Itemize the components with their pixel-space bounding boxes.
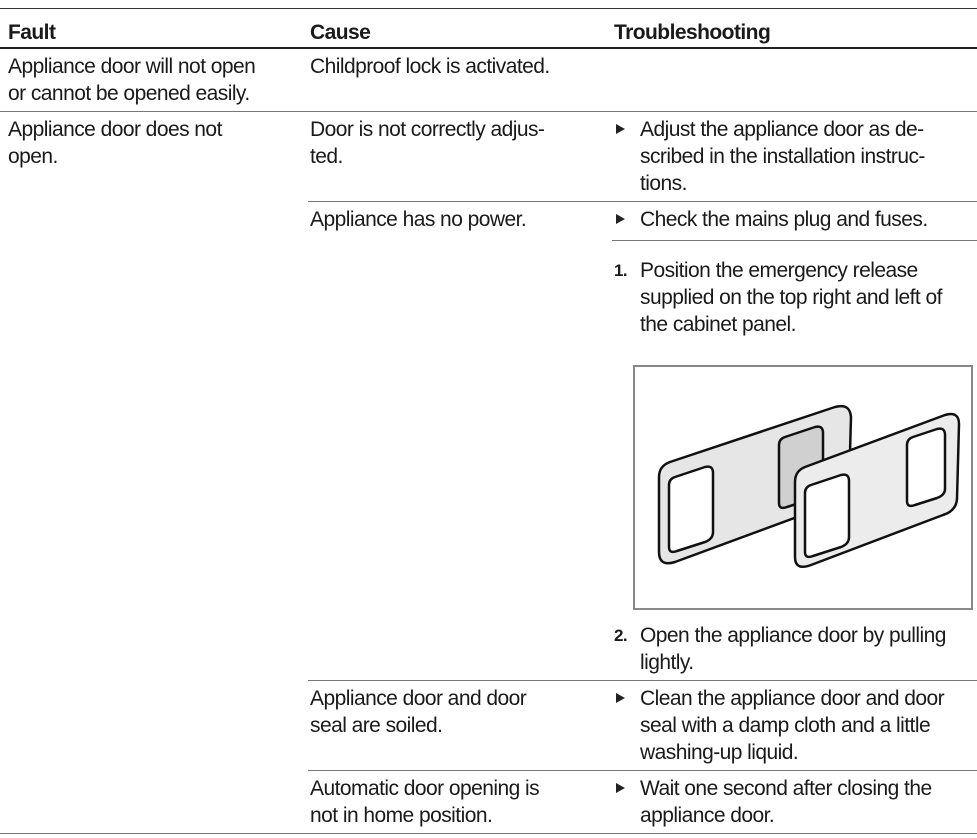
- remedy-text: Adjust the appliance door as de-: [640, 117, 924, 141]
- row-rule: [0, 833, 977, 834]
- cause-text: Childproof lock is activated.: [310, 54, 550, 78]
- fault-text: open.: [8, 144, 58, 168]
- fault-text: Appliance door does not: [8, 117, 222, 141]
- row-rule: [308, 201, 977, 202]
- cause-text: seal are soiled.: [310, 713, 443, 737]
- emergency-release-illustration: [657, 404, 961, 568]
- remedy-text: Clean the appliance door and door: [640, 686, 945, 710]
- fault-text: Appliance door will not open: [8, 54, 256, 78]
- remedy-text: Check the mains plug and fuses.: [640, 207, 928, 231]
- row-rule: [308, 770, 977, 771]
- remedy-text: supplied on the top right and left of: [640, 285, 942, 309]
- header-rule: [0, 47, 977, 49]
- fault-text: or cannot be opened easily.: [8, 81, 250, 105]
- remedy-text: seal with a damp cloth and a little: [640, 713, 931, 737]
- header-cell: Troubleshooting: [614, 21, 771, 44]
- remedy-text: appliance door.: [640, 803, 775, 827]
- remedy-text: lightly.: [640, 650, 694, 674]
- cause-text: Appliance door and door: [310, 686, 527, 710]
- remedy-text: Open the appliance door by pulling: [640, 623, 946, 647]
- row-rule: [308, 680, 977, 681]
- cause-text: not in home position.: [310, 803, 493, 827]
- remedy-text: tions.: [640, 171, 687, 195]
- top-rule: [0, 8, 977, 9]
- header-cell: Cause: [310, 21, 371, 44]
- bullet: [616, 124, 625, 134]
- remedy-text: scribed in the installation instruc-: [640, 144, 925, 168]
- cause-text: ted.: [310, 144, 343, 168]
- remedy-text: Position the emergency release: [640, 258, 918, 282]
- header-cell: Fault: [8, 21, 56, 44]
- bullet: [616, 783, 625, 793]
- cause-text: Door is not correctly adjus-: [310, 117, 545, 141]
- remedy-text: Wait one second after closing the: [640, 776, 932, 800]
- cause-text: Automatic door opening is: [310, 776, 540, 800]
- row-rule: [612, 240, 977, 241]
- bullet: [616, 693, 625, 703]
- figure: [633, 365, 973, 610]
- remedy-text: washing-up liquid.: [640, 740, 799, 764]
- row-rule: [0, 111, 977, 112]
- cause-text: Appliance has no power.: [310, 207, 527, 231]
- step-number: 2.: [614, 625, 628, 645]
- bullet: [616, 214, 625, 224]
- step-number: 1.: [614, 260, 628, 280]
- remedy-text: the cabinet panel.: [640, 312, 796, 336]
